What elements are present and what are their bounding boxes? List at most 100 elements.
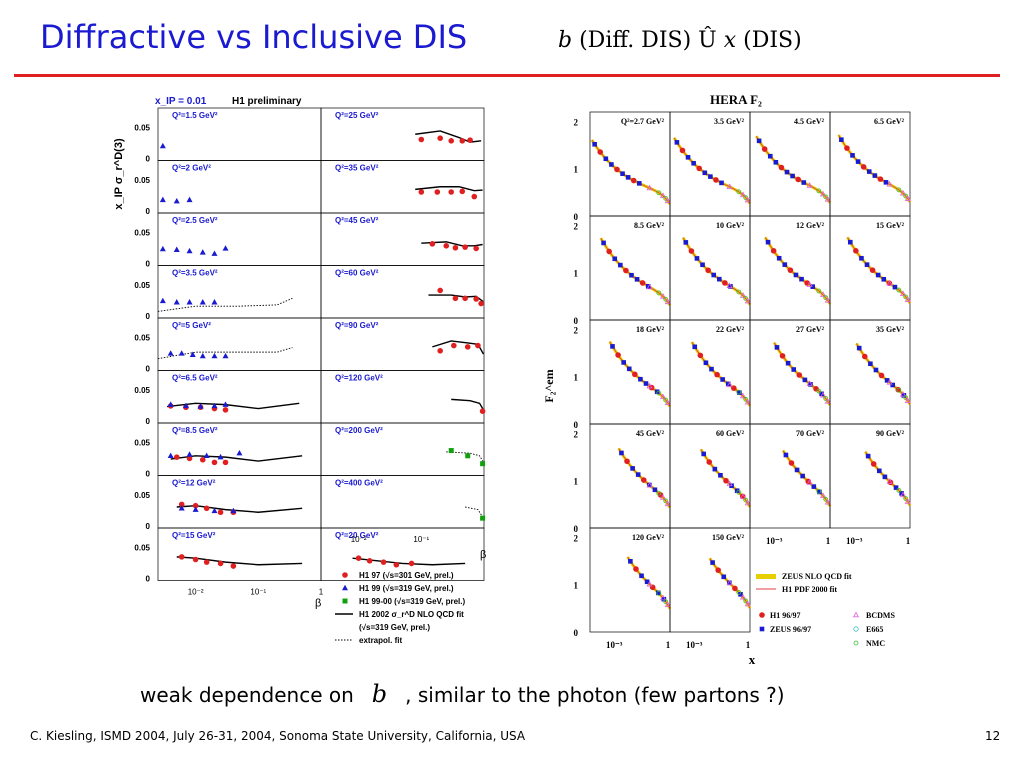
panel: 8.5 GeV² 2 1 0 — [574, 215, 672, 326]
panel-label: 70 GeV² — [796, 429, 825, 438]
data-point — [173, 299, 180, 305]
data-point — [796, 372, 803, 378]
data-point — [728, 284, 733, 289]
x-tick-label: 10⁻³ — [766, 536, 783, 546]
data-point — [643, 381, 649, 386]
panel-label: 90 GeV² — [876, 429, 905, 438]
y-tick-label: 0 — [574, 316, 579, 326]
data-point — [720, 377, 725, 382]
data-point — [776, 255, 782, 261]
x-axis-label: β — [315, 598, 321, 610]
panel: Q²=2 GeV² 0.05 0 — [134, 160, 322, 216]
data-point — [896, 387, 902, 393]
data-point — [639, 573, 644, 579]
data-point — [697, 352, 704, 359]
y-tick-label: 0.05 — [134, 491, 150, 500]
data-point — [366, 558, 373, 564]
data-point — [606, 248, 612, 255]
panel-frame — [829, 423, 911, 529]
y-tick-label: 0.05 — [134, 281, 150, 290]
panel-frame — [829, 319, 911, 425]
panel: 27 GeV² — [749, 319, 832, 425]
panel-frame — [320, 527, 485, 581]
data-point — [230, 507, 237, 514]
panel-frame — [669, 215, 751, 321]
data-point — [661, 596, 667, 602]
data-point — [767, 153, 773, 159]
data-point — [824, 397, 831, 404]
data-point — [159, 245, 166, 252]
data-point — [866, 169, 872, 174]
data-point — [640, 477, 647, 483]
fit-band — [864, 450, 912, 507]
data-point — [736, 389, 742, 395]
y-tick-label: 1 — [574, 477, 579, 487]
data-point — [646, 184, 653, 191]
panel: 60 GeV² — [669, 423, 752, 529]
data-point — [222, 245, 229, 251]
data-point — [869, 267, 876, 274]
panel-label: 35 GeV² — [876, 325, 905, 334]
data-point — [718, 472, 723, 478]
data-point — [877, 468, 882, 474]
data-point — [621, 360, 626, 365]
panel: 15 GeV² — [829, 215, 912, 321]
data-point — [626, 366, 632, 372]
fit-curve — [176, 556, 303, 566]
data-point — [197, 403, 204, 409]
data-point — [473, 296, 479, 302]
legend-swatch — [759, 626, 765, 632]
panel: 90 GeV² — [829, 423, 912, 529]
y-tick-label: 0.05 — [134, 334, 150, 343]
slide-subtitle: b (Diff. DIS) Û x (DIS) — [558, 28, 802, 53]
x-axis-label: β — [480, 549, 486, 561]
data-point — [744, 196, 751, 203]
panel-label: Q²=60 GeV² — [335, 269, 379, 278]
data-point — [418, 136, 425, 143]
panel: 18 GeV² 2 1 0 — [574, 319, 672, 430]
data-point — [819, 492, 827, 499]
data-point — [236, 449, 243, 456]
data-point — [816, 388, 822, 394]
panel-label: 8.5 GeV² — [634, 221, 665, 230]
header-xip: x_IP = 0.01 — [155, 96, 207, 107]
slide-note: weak dependence on b , similar to the phot… — [140, 680, 785, 708]
data-point — [656, 290, 662, 296]
data-point — [688, 248, 695, 254]
panel-label: 18 GeV² — [636, 325, 665, 334]
data-point — [656, 490, 662, 496]
data-point — [664, 399, 671, 406]
hera-f2-chart: HERA F₂ F₂^em Q²=2.7 GeV² 2 1 0 3.5 GeV² 4.5 Ge… — [542, 92, 912, 667]
x-tick-label: 1 — [826, 536, 831, 546]
diffractive-chart: x_IP = 0.01 H1 preliminary x_IP σ_r^D(3) Q²… — [113, 96, 486, 645]
y-tick-label: 2 — [574, 533, 579, 543]
x-tick-label: 1 — [319, 588, 324, 597]
data-point — [819, 391, 827, 398]
legend: H1 97 (√s=301 GeV, prel.) H1 99 (√s=319 G… — [335, 571, 465, 645]
data-point — [705, 267, 711, 274]
panel-label: Q²=2.5 GeV² — [172, 216, 218, 225]
data-point — [739, 191, 747, 198]
data-point — [355, 555, 362, 561]
extrapolation-curve — [446, 451, 484, 463]
y-tick-label: 1 — [574, 269, 579, 279]
data-point — [794, 467, 800, 473]
data-point — [709, 366, 714, 372]
data-point — [819, 190, 827, 197]
data-point — [744, 600, 751, 607]
data-point — [610, 344, 615, 349]
data-point — [788, 460, 795, 466]
data-point — [462, 244, 468, 250]
data-point — [791, 367, 797, 372]
y-tick-label: 0 — [146, 365, 151, 374]
y-tick-label: 0 — [574, 524, 579, 534]
data-point — [896, 287, 902, 293]
data-point — [899, 390, 907, 397]
y-tick-label: 2 — [574, 325, 579, 335]
note-text-pre: weak dependence on — [140, 683, 354, 707]
data-point — [173, 197, 180, 204]
data-point — [199, 456, 206, 463]
data-point — [189, 351, 196, 357]
data-point — [459, 188, 466, 195]
x-axis-label: x — [749, 652, 756, 667]
